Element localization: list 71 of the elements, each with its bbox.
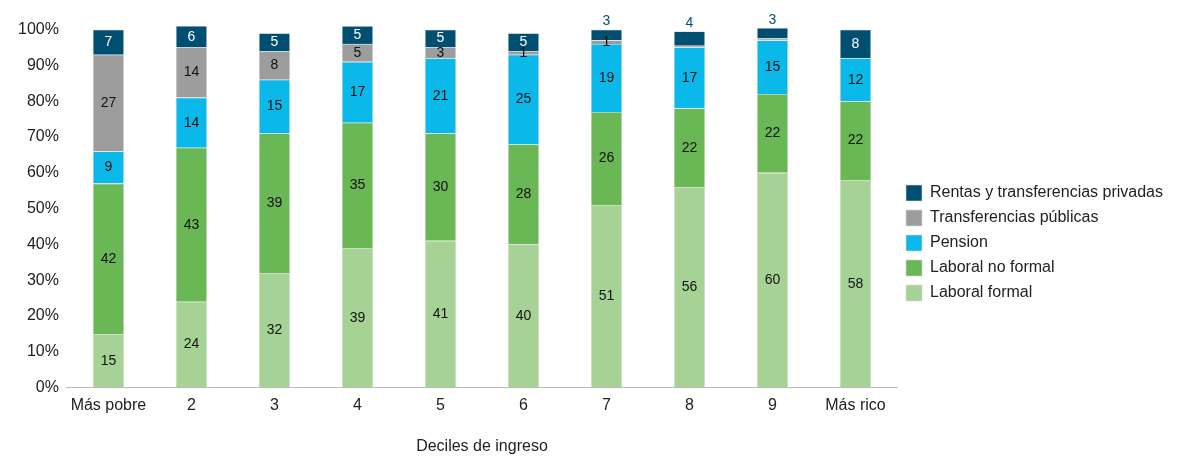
data-label: 56 xyxy=(681,278,698,295)
data-label: 22 xyxy=(764,124,781,141)
data-label: 5 xyxy=(436,29,445,46)
data-label: 5 xyxy=(270,32,279,49)
data-label: 60 xyxy=(764,271,781,288)
y-tick-label: 70% xyxy=(26,127,59,145)
data-label: 3 xyxy=(602,12,611,29)
legend-label: Rentas y transferencias privadas xyxy=(930,183,1163,201)
data-label: 6 xyxy=(187,27,196,44)
data-label: 4 xyxy=(685,14,694,31)
data-label: 24 xyxy=(183,335,200,352)
data-label: 28 xyxy=(515,185,532,202)
legend-label: Pension xyxy=(930,233,988,251)
x-tick-label: 5 xyxy=(436,395,445,413)
x-tick-label: 7 xyxy=(602,395,612,413)
y-tick-label: 60% xyxy=(26,163,59,181)
x-tick-label: 3 xyxy=(269,395,279,413)
data-label: 40 xyxy=(515,306,532,323)
legend-label: Laboral no formal xyxy=(930,258,1055,276)
data-label: 12 xyxy=(847,70,864,87)
data-label: 9 xyxy=(104,158,113,175)
x-tick-label: 4 xyxy=(353,395,362,413)
data-label: 58 xyxy=(847,274,864,291)
x-tick-label: 2 xyxy=(186,395,196,413)
y-tick-label: 100% xyxy=(18,19,59,37)
x-tick-label: 8 xyxy=(685,395,695,413)
data-label: 17 xyxy=(681,68,698,85)
data-label: 39 xyxy=(266,194,283,211)
data-label: 8 xyxy=(851,34,860,51)
data-label: 26 xyxy=(598,149,615,166)
data-label: 32 xyxy=(266,321,283,338)
y-tick-label: 40% xyxy=(26,234,59,252)
x-tick-label: 9 xyxy=(768,395,778,413)
data-label: 42 xyxy=(100,249,117,266)
data-label: 14 xyxy=(183,63,200,80)
data-label: 15 xyxy=(266,97,283,114)
data-label: 5 xyxy=(353,25,362,42)
data-label: 35 xyxy=(349,176,366,193)
data-label: 3 xyxy=(436,43,445,60)
legend-label: Laboral formal xyxy=(930,283,1033,301)
y-tick-label: 80% xyxy=(26,91,59,109)
x-axis-title: Deciles de ingreso xyxy=(416,436,548,454)
data-label: 22 xyxy=(681,138,698,155)
y-tick-label: 30% xyxy=(26,270,59,288)
x-tick-label: 6 xyxy=(519,395,529,413)
legend-label: Transferencias públicas xyxy=(930,208,1099,226)
y-tick-label: 10% xyxy=(26,342,59,360)
data-label: 7 xyxy=(104,32,113,49)
data-label: 27 xyxy=(100,93,117,110)
data-label: 15 xyxy=(100,351,117,368)
x-tick-label: Más rico xyxy=(825,395,886,413)
data-label: 43 xyxy=(183,215,200,232)
data-label: 5 xyxy=(353,43,362,60)
y-tick-label: 50% xyxy=(26,199,59,216)
data-label: 15 xyxy=(764,58,781,75)
data-label: 30 xyxy=(432,177,449,194)
y-tick-label: 90% xyxy=(26,55,59,73)
y-tick-label: 0% xyxy=(35,378,59,396)
data-label: 21 xyxy=(432,86,449,103)
x-tick-label: Más pobre xyxy=(70,395,147,413)
data-label: 8 xyxy=(270,56,279,73)
data-label: 22 xyxy=(847,131,864,148)
data-label: 51 xyxy=(598,287,615,304)
data-label: 39 xyxy=(349,308,366,325)
data-label: 41 xyxy=(432,305,449,322)
data-label: 3 xyxy=(768,10,777,27)
data-label: 17 xyxy=(349,83,366,100)
data-label: 19 xyxy=(598,68,615,85)
y-tick-label: 20% xyxy=(26,306,59,324)
data-label: 25 xyxy=(515,90,532,107)
data-label: 14 xyxy=(183,113,200,130)
